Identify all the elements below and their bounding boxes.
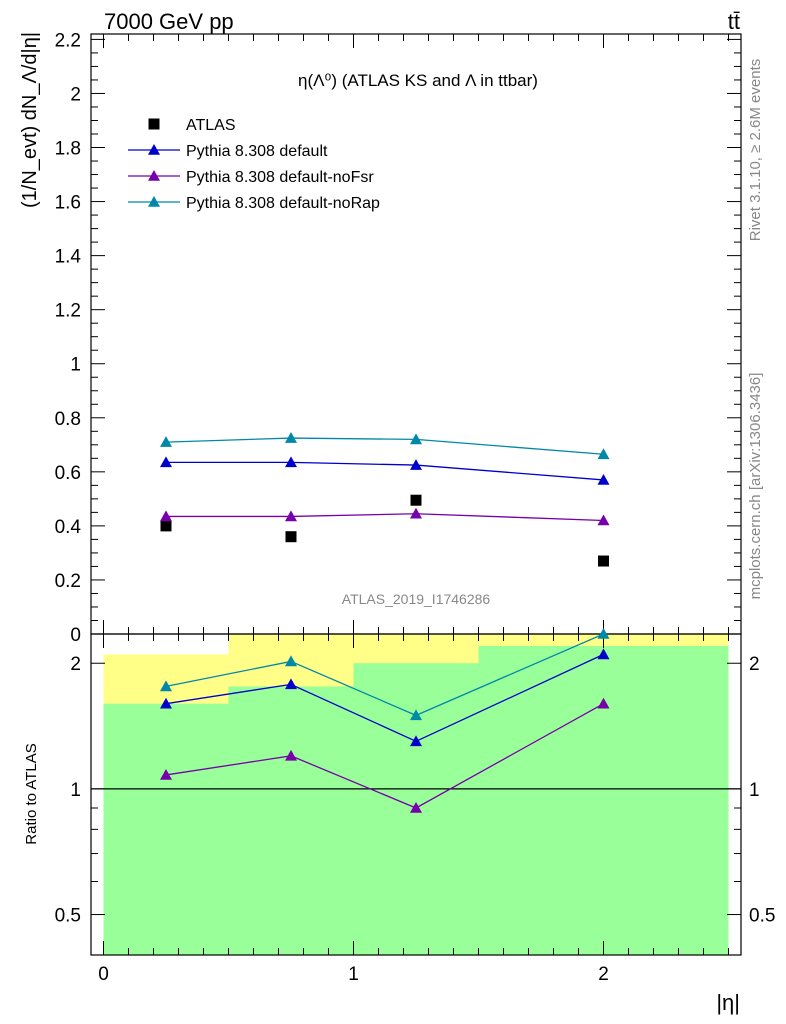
ratio-series-point-2 [160, 680, 172, 692]
main-chart-title: η(Λ⁰) (ATLAS KS and Λ in ttbar) [298, 71, 538, 90]
main-ytick-label: 1 [70, 355, 81, 376]
main-series-point-1 [285, 456, 297, 468]
ratio-ytick-label-right: 2 [749, 654, 760, 675]
green-band-1 [228, 686, 354, 955]
legend-entry-2: Pythia 8.308 default-noFsr [186, 169, 374, 186]
legend-atlas-marker [148, 118, 160, 130]
main-series-point-1 [160, 456, 172, 468]
x-axis-label: |η| [716, 990, 740, 1015]
atlas-point [285, 531, 297, 543]
ratio-ytick-label-right: 0.5 [749, 906, 775, 927]
atlas-point [160, 520, 172, 532]
atlas-point [598, 555, 609, 567]
main-ytick-label: 0 [70, 625, 81, 646]
main-series-point-1 [410, 459, 422, 470]
main-y-axis-label: (1/N_evt) dN_Λ/d|η| [19, 32, 41, 208]
atlas-point [410, 494, 422, 506]
analysis-watermark: ATLAS_2019_I1746286 [342, 591, 491, 607]
ratio-ytick-label-right: 1 [749, 780, 760, 801]
main-series-line-3 [165, 437, 604, 455]
main-ytick-label: 0.8 [55, 409, 81, 430]
main-series-line-1 [166, 461, 604, 481]
main-ytick-label: 0.2 [55, 571, 81, 592]
ratio-series-point-1 [160, 768, 172, 780]
legend-marker-2 [148, 170, 160, 181]
xtick-label: 0 [98, 964, 109, 985]
main-series-point-2 [285, 510, 297, 522]
main-ytick-label: 0.6 [55, 463, 81, 484]
green-band-0 [103, 703, 229, 955]
xtick-label: 1 [348, 964, 359, 985]
main-ytick-label: 2.2 [55, 30, 81, 51]
ratio-ytick-label: 1 [70, 780, 81, 801]
main-series-point-3 [597, 448, 610, 460]
main-series-line-2 [166, 513, 604, 522]
ratio-series-line-1 [165, 703, 604, 809]
main-series-point-2 [410, 507, 422, 519]
main-series-point-3 [285, 432, 297, 443]
ratio-y-axis-label: Ratio to ATLAS [23, 743, 40, 844]
ratio-series-point-2 [410, 709, 422, 721]
ratio-uncertainty-bands [103, 634, 729, 955]
legend-entry-1: Pythia 8.308 default [186, 143, 328, 160]
legend: ATLAS Pythia 8.308 default Pythia 8.308 de… [128, 117, 380, 212]
main-ytick-label: 1.4 [55, 247, 82, 268]
ratio-series-point-0 [160, 697, 172, 709]
main-ytick-label: 1.8 [55, 139, 81, 160]
ratio-series-line-2 [165, 633, 604, 717]
ratio-series-point-1 [285, 749, 297, 761]
main-series-point-1 [597, 473, 610, 485]
ratio-series-point-0 [597, 648, 610, 660]
main-ytick-label: 2 [70, 84, 81, 105]
ratio-series-point-0 [410, 735, 422, 747]
main-ytick-label: 1.6 [55, 193, 81, 214]
legend-marker-1 [148, 144, 160, 155]
main-ytick-label: 1.2 [55, 301, 81, 322]
rivet-version-label: Rivet 3.1.10, ≥ 2.6M events [747, 59, 764, 242]
main-series-point-3 [160, 436, 172, 447]
xtick-label: 2 [598, 964, 609, 985]
green-band-3 [478, 645, 729, 955]
ratio-series-point-2 [597, 628, 610, 639]
main-series-point-2 [597, 514, 610, 526]
header-right-label: tt̄ [728, 9, 740, 34]
ratio-plot-frame [90, 633, 742, 956]
ratio-series-point-1 [410, 801, 422, 813]
data-marks [160, 432, 610, 813]
main-series-point-2 [160, 510, 172, 522]
header-left-label: 7000 GeV pp [104, 9, 234, 34]
ratio-ytick-label: 0.5 [55, 906, 81, 927]
legend-entry-0: ATLAS [186, 117, 236, 134]
legend-marker-3 [148, 196, 160, 207]
main-ytick-label: 0.4 [55, 517, 82, 538]
ratio-series-line-0 [165, 653, 604, 743]
mcplots-label: mcplots.cern.ch [arXiv:1306.3436] [747, 373, 764, 600]
ratio-series-point-2 [285, 655, 297, 667]
axis-ticks: 0 0.2 0.4 0.6 0.8 1 1.2 1.4 1.6 1.8 2 2.2 0 1 2 0.5 0.5 1… [55, 30, 776, 985]
ratio-series-point-0 [285, 678, 297, 690]
legend-entry-3: Pythia 8.308 default-noRap [186, 195, 380, 212]
plot-frames [90, 33, 742, 956]
ratio-ytick-label: 2 [70, 654, 81, 675]
main-series-point-3 [410, 433, 422, 445]
ratio-series-point-1 [597, 697, 610, 709]
